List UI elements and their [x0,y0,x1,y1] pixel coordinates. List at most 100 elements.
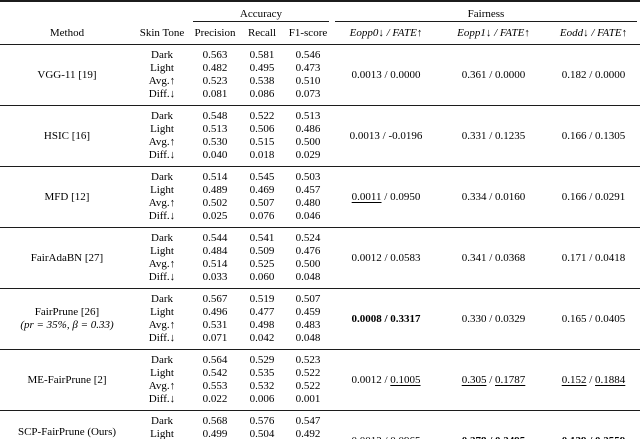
recall-value: 0.545 [249,171,275,183]
fairness-left-value: 0.361 [461,69,487,81]
f1-value: 0.522 [295,380,321,392]
recall-value: 0.086 [249,88,275,100]
fairness-left-value: 0.331 [461,130,487,142]
f1-cell: 0.503 0.457 0.480 0.046 [284,167,332,228]
recall-value: 0.529 [249,354,275,366]
recall-value: 0.535 [249,367,275,379]
f1-value: 0.500 [295,136,321,148]
fairness-right-value: 0.0418 [595,252,626,264]
fairness-separator: / [486,435,495,439]
recall-value: 0.538 [249,75,275,87]
fairness-separator: / [586,313,596,325]
fairness-right-value: 0.0160 [495,191,526,203]
fairness-separator: / [486,130,496,142]
method-group-row: FairPrune [26] (pr = 35%, β = 0.33) Dark Li… [0,289,640,350]
precision-value: 0.568 [202,415,228,427]
skin-tone-label: Light [150,367,174,379]
fairness-left-value: 0.0012 [351,374,382,386]
eodd-fate-cell: 0.166 / 0.1305 [547,106,640,167]
fairness-separator: / [381,69,391,81]
fairness-separator: / [586,69,596,81]
eodd-column-header: Eodd↓ / FATE↑ [559,27,628,39]
f1-cell: 0.524 0.476 0.500 0.048 [284,228,332,289]
eodd-fate-cell: 0.165 / 0.0405 [547,289,640,350]
fairness-left-value: 0.341 [461,252,487,264]
fairness-right-value: 0.0965 [390,435,420,439]
accuracy-group-label: Accuracy [193,8,329,22]
accuracy-group-header: Accuracy [190,1,332,22]
fairness-right-value: 0.1305 [595,130,626,142]
precision-value: 0.484 [202,245,228,257]
fairness-separator: / [381,313,391,325]
f1-value: 0.048 [295,332,321,344]
method-cell: VGG-11 [19] [0,45,134,106]
method-group-row: FairAdaBN [27] Dark Light Avg.↑ Diff.↓ 0.544 0… [0,228,640,289]
f1-value: 0.480 [295,197,321,209]
recall-value: 0.532 [249,380,275,392]
method-group-row: VGG-11 [19] Dark Light Avg.↑ Diff.↓ 0.563 0.48… [0,45,640,106]
precision-cell: 0.548 0.513 0.530 0.040 [190,106,240,167]
skin-tone-label: Avg.↑ [148,197,176,209]
fairness-left-value: 0.0012 [351,252,382,264]
precision-value: 0.482 [202,62,228,74]
skin-tone-label: Dark [151,293,173,305]
method-cell: FairAdaBN [27] [0,228,134,289]
fairness-left-value: 0.152 [561,374,587,386]
precision-cell: 0.544 0.484 0.514 0.033 [190,228,240,289]
precision-value: 0.513 [202,123,228,135]
eopp1-fate-cell: 0.361 / 0.0000 [440,45,547,106]
fairness-left-value: 0.165 [561,313,587,325]
precision-value: 0.022 [202,393,228,405]
fairness-separator: / [586,435,595,439]
recall-value: 0.469 [249,184,275,196]
skin-tone-label: Diff.↓ [148,393,176,405]
recall-value: 0.060 [249,271,275,283]
eopp1-fate-cell: 0.305 / 0.1787 [440,350,547,411]
precision-value: 0.530 [202,136,228,148]
skin-tone-label: Dark [151,415,173,427]
skin-tone-label: Light [150,62,174,74]
eopp0-fate-cell: 0.0008 / 0.3317 [332,289,440,350]
f1-cell: 0.523 0.522 0.522 0.001 [284,350,332,411]
group-header-row: Accuracy Fairness [0,1,640,22]
method-cell: MFD [12] [0,167,134,228]
f1-value: 0.048 [295,271,321,283]
precision-value: 0.496 [202,306,228,318]
method-name: MFD [12] [44,190,90,203]
recall-value: 0.042 [249,332,275,344]
fairness-separator: / [486,252,496,264]
recall-value: 0.522 [249,110,275,122]
precision-value: 0.544 [202,232,228,244]
skin-tone-label: Light [150,184,174,196]
recall-value: 0.477 [249,306,275,318]
recall-value: 0.495 [249,62,275,74]
fairness-group-label: Fairness [335,8,638,22]
f1-value: 0.500 [295,258,321,270]
method-cell: SCP-FairPrune (Ours)(prc = 2%, n = 3) [0,411,134,439]
eopp0-fate-cell: 0.0011 / 0.0950 [332,167,440,228]
fairness-separator: / [586,191,596,203]
fairness-left-value: 0.139 [562,435,587,439]
skin-tone-label: Avg.↑ [148,75,176,87]
fairness-left-value: 0.166 [561,191,587,203]
eopp1-fate-cell: 0.278 / 0.2495 [440,411,547,439]
skin-tone-column-header: Skin Tone [139,27,185,39]
eopp1-fate-cell: 0.331 / 0.1235 [440,106,547,167]
fairness-left-value: 0.278 [462,435,487,439]
recall-value: 0.519 [249,293,275,305]
fairness-left-value: 0.166 [561,130,587,142]
eopp1-fate-cell: 0.334 / 0.0160 [440,167,547,228]
f1-value: 0.476 [295,245,321,257]
f1-value: 0.073 [295,88,321,100]
eopp0-fate-cell: 0.0012 / 0.1005 [332,350,440,411]
fairness-separator: / [382,435,391,439]
precision-value: 0.502 [202,197,228,209]
skin-tone-label: Light [150,428,174,439]
f1-value: 0.457 [295,184,321,196]
method-group-row: MFD [12] Dark Light Avg.↑ Diff.↓ 0.514 0.489 0.… [0,167,640,228]
precision-value: 0.553 [202,380,228,392]
eodd-fate-cell: 0.139 / 0.2559 [547,411,640,439]
fairness-right-value: -0.0196 [388,130,423,142]
precision-value: 0.514 [202,171,228,183]
